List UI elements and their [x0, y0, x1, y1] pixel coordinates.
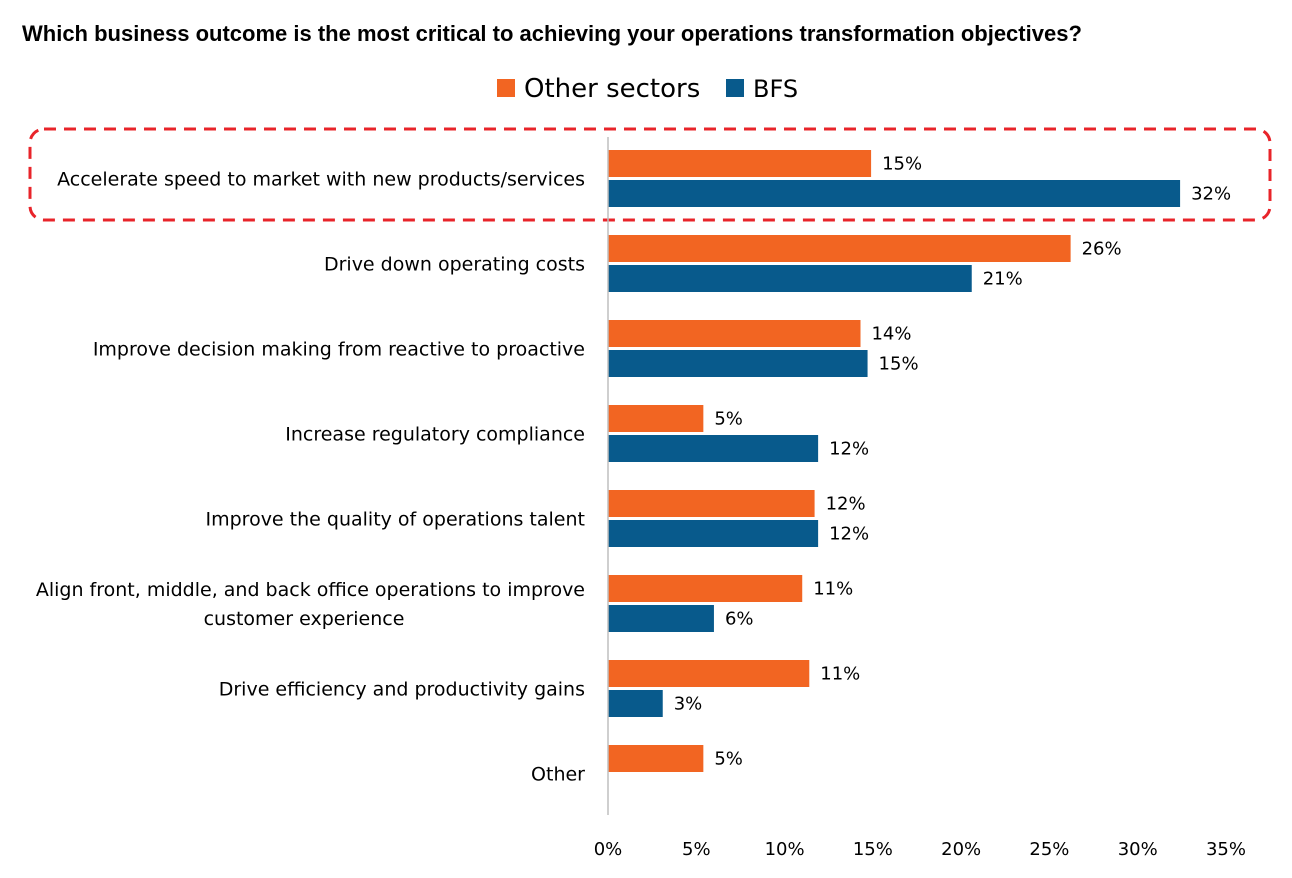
category-labels: Accelerate speed to market with new prod…: [36, 169, 585, 786]
legend-label-bfs: BFS: [753, 75, 798, 103]
bar-bfs-3: [608, 435, 819, 462]
data-label-other-sectors-7: 5%: [714, 749, 743, 770]
category-label-5-line-0: Align front, middle, and back office ope…: [36, 579, 585, 601]
legend: Other sectors BFS: [497, 74, 798, 104]
data-label-bfs-1: 21%: [983, 269, 1023, 290]
x-tick-label-5: 5%: [682, 839, 711, 860]
x-tick-label-30: 30%: [1118, 839, 1158, 860]
data-label-bfs-6: 3%: [674, 694, 703, 715]
category-label-5-line-1: customer experience: [204, 608, 405, 630]
category-label-2: Improve decision making from reactive to…: [93, 339, 585, 361]
x-tick-label-0: 0%: [594, 839, 623, 860]
legend-swatch-other-sectors: [497, 79, 515, 97]
legend-label-other-sectors: Other sectors: [524, 74, 700, 104]
category-label-1: Drive down operating costs: [324, 254, 585, 276]
bar-other-sectors-5: [608, 575, 803, 602]
highlight-box: [28, 127, 1272, 222]
data-label-other-sectors-1: 26%: [1082, 239, 1122, 260]
bar-bfs-5: [608, 605, 714, 632]
bar-other-sectors-1: [608, 235, 1071, 262]
bar-bfs-4: [608, 520, 819, 547]
x-tick-label-15: 15%: [853, 839, 893, 860]
data-label-other-sectors-4: 12%: [826, 494, 866, 515]
bar-bfs-1: [608, 265, 972, 292]
x-tick-label-35: 35%: [1206, 839, 1246, 860]
category-label-3: Increase regulatory compliance: [285, 424, 585, 446]
bar-other-sectors-3: [608, 405, 704, 432]
data-label-bfs-2: 15%: [879, 354, 919, 375]
x-tick-label-10: 10%: [765, 839, 805, 860]
data-label-other-sectors-2: 14%: [871, 324, 911, 345]
x-axis: 0% 5% 10% 15% 20% 25% 30% 35%: [594, 137, 1246, 860]
value-labels: 15% 32% 26% 21% 14% 15% 5% 12% 12% 12% 11% 6% 11% 3% 5…: [674, 154, 1231, 770]
bar-other-sectors-0: [608, 150, 872, 177]
x-tick-label-25: 25%: [1029, 839, 1069, 860]
bars: [608, 150, 1181, 772]
bar-bfs-6: [608, 690, 663, 717]
category-label-4: Improve the quality of operations talent: [206, 509, 586, 531]
chart-title: Which business outcome is the most criti…: [22, 21, 1082, 46]
category-label-7: Other: [531, 764, 585, 786]
x-tick-label-20: 20%: [941, 839, 981, 860]
bar-other-sectors-7: [608, 745, 704, 772]
bar-bfs-0: [608, 180, 1181, 207]
data-label-other-sectors-6: 11%: [820, 664, 860, 685]
bar-other-sectors-4: [608, 490, 815, 517]
data-label-other-sectors-0: 15%: [882, 154, 922, 175]
legend-swatch-bfs: [726, 79, 744, 97]
bar-bfs-2: [608, 350, 868, 377]
data-label-bfs-3: 12%: [829, 439, 869, 460]
category-label-0: Accelerate speed to market with new prod…: [57, 169, 585, 191]
bar-other-sectors-6: [608, 660, 810, 687]
bar-other-sectors-2: [608, 320, 861, 347]
data-label-other-sectors-5: 11%: [813, 579, 853, 600]
highlight-layer: [28, 127, 1272, 222]
data-label-bfs-4: 12%: [829, 524, 869, 545]
category-label-6: Drive efficiency and productivity gains: [219, 679, 585, 701]
data-label-bfs-0: 32%: [1191, 184, 1231, 205]
data-label-other-sectors-3: 5%: [714, 409, 743, 430]
data-label-bfs-5: 6%: [725, 609, 754, 630]
